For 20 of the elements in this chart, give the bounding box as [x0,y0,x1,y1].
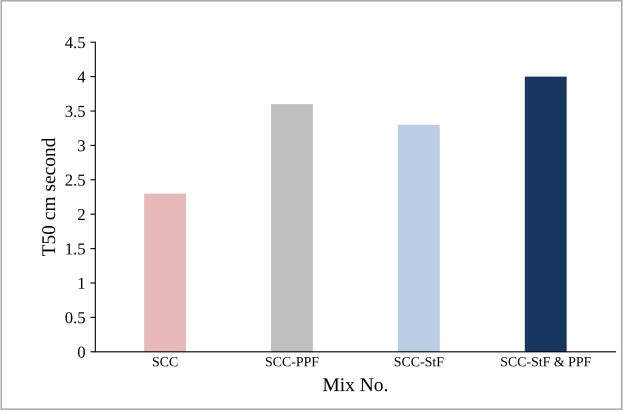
y-tick-label: 0.5 [65,312,85,324]
y-tick-label: 2 [78,208,85,220]
y-tick-label: 1 [78,278,85,289]
bar [271,104,313,352]
y-tick-label: 4 [78,71,86,82]
x-axis-title: Mix No. [323,378,388,392]
bar [524,76,567,352]
y-tick-label: 3.5 [66,106,85,118]
y-axis-title: T50 cm second [42,138,56,256]
y-tick-label: 1.5 [66,243,85,255]
x-tick-label: SCC-StF & PPF [501,357,591,366]
y-tick-label: 0 [78,346,85,358]
y-tick-label: 4.5 [65,37,85,48]
x-tick-label: SCC [152,357,178,366]
x-tick-label: SCC-StF [394,357,444,366]
y-tick-label: 2.5 [65,174,85,186]
x-tick-label: SCC-PPF [266,357,319,366]
bar [398,124,440,352]
bar [144,194,186,352]
y-tick-label: 3 [78,140,85,152]
